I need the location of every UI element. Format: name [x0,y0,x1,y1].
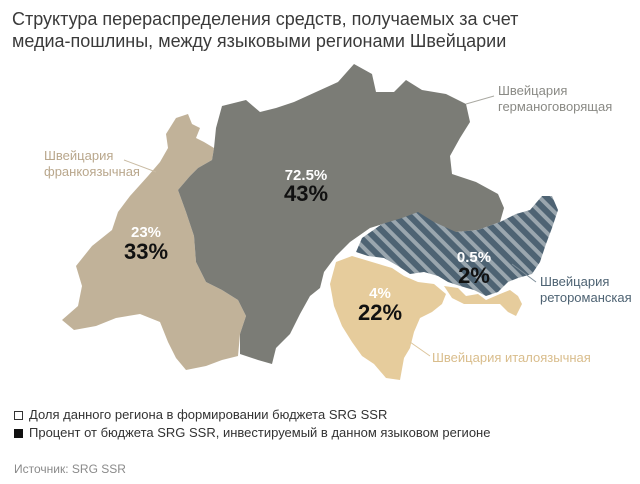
leader-line-romansh [511,263,537,283]
label-french-line-2: франкоязычная [44,164,140,179]
open-square-icon [14,410,23,420]
region-italian-enclave [444,286,522,316]
legend-share-text: Доля данного региона в формировании бюдж… [29,407,388,422]
label-french-line-1: Швейцария [44,148,113,163]
romansh-share-value: 0.5% [457,249,491,266]
label-italian: Швейцария италоязычная [432,350,591,365]
region-french [62,114,246,370]
leader-line-german [465,95,495,105]
italian-share-value: 4% [369,285,391,302]
romansh-invested-value: 2% [458,263,490,288]
german-invested-value: 43% [284,181,328,206]
title-line-1: Структура перераспределения средств, пол… [12,9,519,29]
italian-invested-value: 22% [358,300,402,325]
french-invested-value: 33% [124,239,168,264]
legend-item-invested: Процент от бюджета SRG SSR, инвестируемы… [14,424,490,442]
region-romansh [356,196,558,296]
french-share-value: 23% [131,224,161,241]
region-italian [330,256,446,380]
label-romansh-line-1: Швейцария [540,274,609,289]
legend-item-share: Доля данного региона в формировании бюдж… [14,406,490,424]
german-share-value: 72.5% [285,167,328,184]
chart-title: Структура перераспределения средств, пол… [12,8,632,52]
legend-invested-text: Процент от бюджета SRG SSR, инвестируемы… [29,425,491,440]
region-german [178,64,504,364]
legend: Доля данного региона в формировании бюдж… [14,406,490,442]
filled-square-icon [14,428,23,438]
label-german-line-1: Швейцария [498,83,567,98]
label-romansh-line-2: ретороманская [540,290,632,305]
leader-line-italian [409,341,431,357]
label-german-line-2: германоговорящая [498,99,612,114]
leader-line-french [123,159,157,173]
title-line-2: медиа-пошлины, между языковыми регионами… [12,31,507,51]
source-note: Источник: SRG SSR [14,462,126,476]
